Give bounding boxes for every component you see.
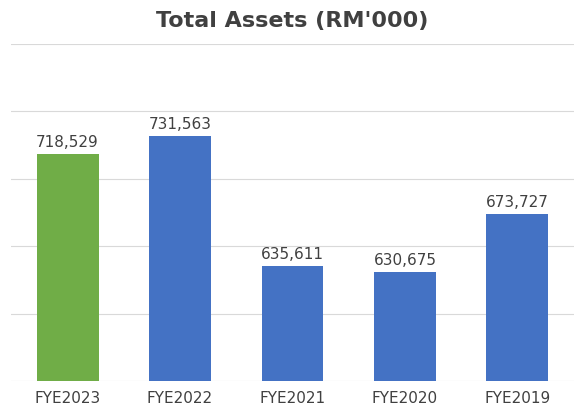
Bar — [37, 154, 98, 417]
Text: 635,611: 635,611 — [261, 246, 324, 261]
Bar — [261, 266, 324, 417]
Bar — [487, 214, 548, 417]
Text: 630,675: 630,675 — [373, 253, 436, 268]
Text: 718,529: 718,529 — [36, 135, 99, 150]
Title: Total Assets (RM'000): Total Assets (RM'000) — [156, 11, 429, 31]
Text: 731,563: 731,563 — [149, 117, 212, 132]
Bar — [149, 136, 211, 417]
Text: 673,727: 673,727 — [486, 195, 549, 210]
Bar — [374, 272, 436, 417]
